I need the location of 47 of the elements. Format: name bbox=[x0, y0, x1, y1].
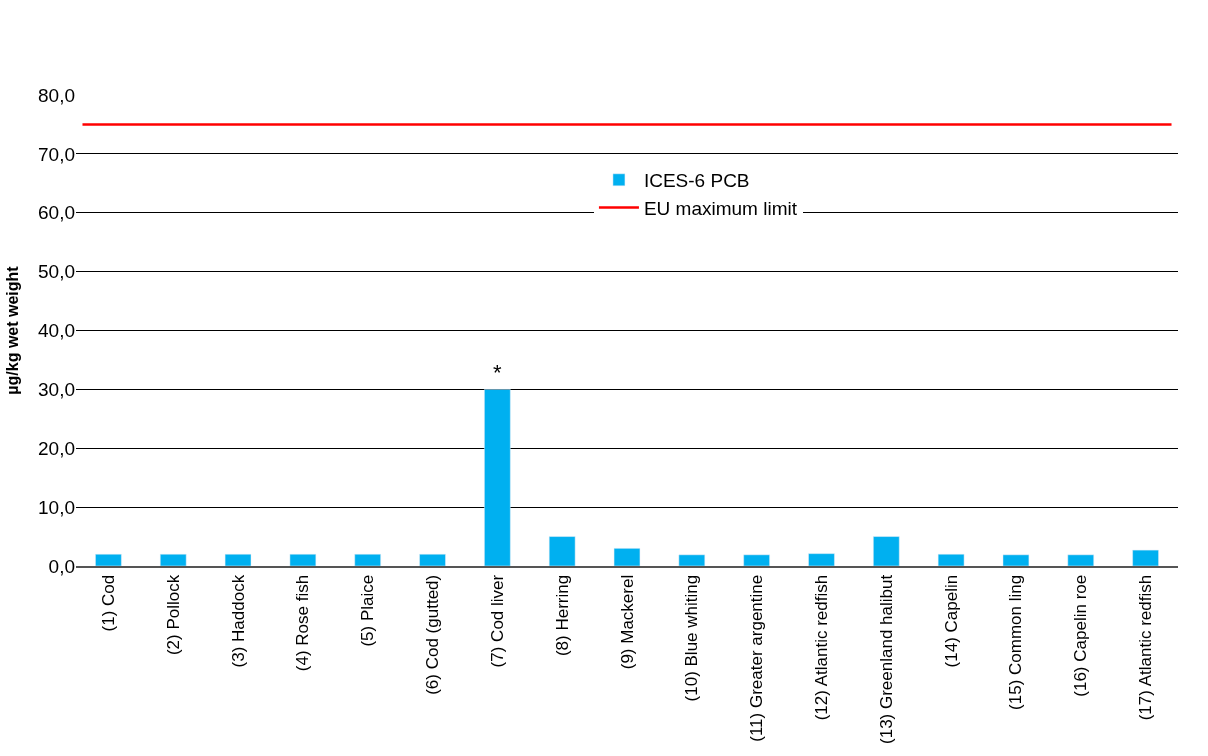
x-tick-label: (12) Atlantic redfish bbox=[811, 574, 831, 721]
bar bbox=[160, 553, 187, 566]
bar bbox=[743, 554, 770, 566]
x-tick-label: (11) Greater argentine bbox=[747, 574, 767, 742]
x-tick-label: (15) Common ling bbox=[1006, 574, 1026, 710]
bar bbox=[419, 553, 446, 566]
bar bbox=[484, 389, 511, 566]
x-tick-label: (2) Pollock bbox=[163, 574, 183, 656]
x-tick-label: (1) Cod bbox=[98, 574, 118, 632]
x-tick-label: (16) Capelin roe bbox=[1071, 574, 1091, 697]
x-tick-label: (17) Atlantic redfish bbox=[1136, 574, 1156, 721]
bar bbox=[613, 548, 641, 566]
bar bbox=[808, 553, 835, 566]
bar bbox=[873, 536, 900, 566]
bar bbox=[354, 553, 381, 566]
y-tick-label: 30,0 bbox=[38, 379, 75, 401]
y-tick-label: 60,0 bbox=[38, 202, 75, 224]
y-tick-label: 20,0 bbox=[38, 437, 75, 459]
y-tick-label: 10,0 bbox=[38, 496, 75, 518]
bar bbox=[937, 553, 965, 566]
bar bbox=[678, 554, 706, 566]
x-tick-label: (7) Cod liver bbox=[487, 574, 507, 668]
x-tick-label: (8) Herring bbox=[552, 574, 572, 657]
x-tick-label: (14) Capelin bbox=[941, 574, 961, 668]
x-tick-label: (10) Blue whiting bbox=[682, 574, 702, 702]
y-tick-label: 50,0 bbox=[38, 261, 75, 283]
x-tick-label: (4) Rose fish bbox=[293, 574, 313, 672]
x-tick-label: (5) Plaice bbox=[358, 574, 378, 647]
y-tick-label: 40,0 bbox=[38, 320, 75, 342]
x-tick-label: (9) Mackerel bbox=[617, 574, 637, 670]
bar bbox=[95, 553, 122, 566]
bar bbox=[548, 536, 576, 566]
bar bbox=[1067, 554, 1094, 566]
bar bbox=[1002, 554, 1030, 566]
y-axis-title: µg/kg wet weight bbox=[3, 265, 21, 395]
annotation: * bbox=[493, 360, 502, 385]
x-tick-label: (6) Cod (gutted) bbox=[423, 574, 443, 695]
bar bbox=[224, 553, 252, 566]
x-tick-label: (13) Greenland halibut bbox=[876, 574, 896, 744]
bar bbox=[1132, 549, 1159, 566]
y-tick-label: 0,0 bbox=[48, 555, 75, 577]
legend-label: EU maximum limit bbox=[643, 197, 798, 219]
bar bbox=[289, 553, 317, 566]
y-tick-label: 70,0 bbox=[38, 143, 75, 165]
x-tick-label: (3) Haddock bbox=[228, 574, 248, 668]
y-tick-label: 80,0 bbox=[38, 84, 75, 106]
legend-label: ICES-6 PCB bbox=[643, 170, 750, 192]
